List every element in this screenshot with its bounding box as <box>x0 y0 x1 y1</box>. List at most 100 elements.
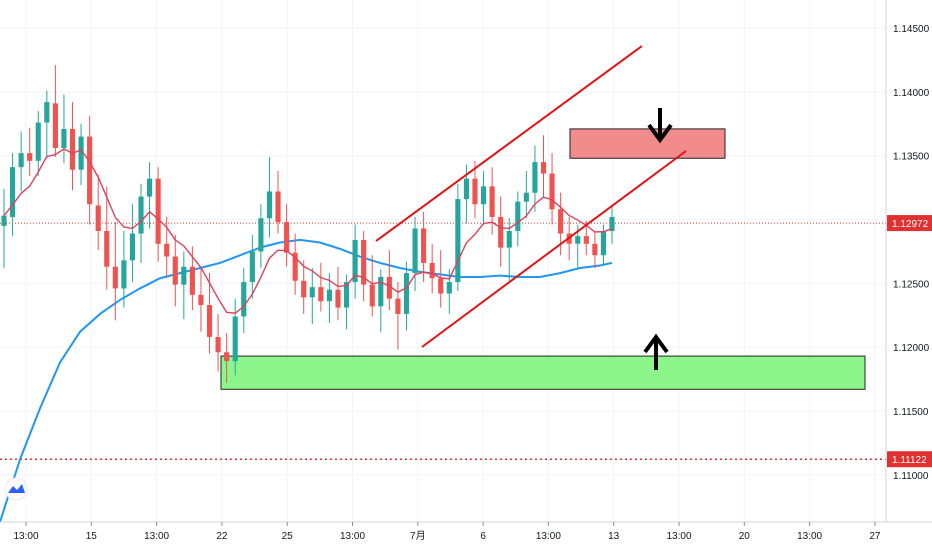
candle[interactable] <box>361 231 367 302</box>
candle[interactable] <box>386 250 392 311</box>
candle[interactable] <box>69 102 76 191</box>
candle-body <box>18 153 24 168</box>
candle-body <box>395 298 401 314</box>
arrow-down-icon[interactable] <box>647 108 673 144</box>
candle[interactable] <box>104 186 110 290</box>
candle[interactable] <box>121 231 127 308</box>
support-zone[interactable] <box>220 355 866 390</box>
candle[interactable] <box>403 261 410 331</box>
candle-body <box>155 178 161 244</box>
candle[interactable] <box>284 204 290 267</box>
candle-body <box>52 103 58 149</box>
candle-body <box>480 186 487 205</box>
candle[interactable] <box>95 174 101 251</box>
price-axis[interactable]: 1.145001.140001.135001.130001.125001.120… <box>885 0 930 522</box>
candle-body <box>523 192 529 202</box>
channel-upper-line[interactable] <box>375 45 643 242</box>
candle[interactable] <box>27 127 33 177</box>
candle[interactable] <box>172 234 178 307</box>
candle[interactable] <box>35 111 41 177</box>
candle[interactable] <box>515 191 521 247</box>
candle[interactable] <box>275 171 281 234</box>
candle[interactable] <box>215 313 221 372</box>
resistance-zone[interactable] <box>569 128 726 159</box>
candle[interactable] <box>318 262 324 312</box>
candle[interactable] <box>523 171 529 219</box>
candle[interactable] <box>549 153 555 225</box>
candle[interactable] <box>292 233 298 295</box>
ascending-channel[interactable] <box>375 45 687 348</box>
candle[interactable] <box>498 196 504 267</box>
candle-body <box>506 231 512 248</box>
candle[interactable] <box>480 171 487 225</box>
candle[interactable] <box>61 94 67 164</box>
candle[interactable] <box>335 266 341 321</box>
candle[interactable] <box>446 269 452 314</box>
candle[interactable] <box>1 188 7 269</box>
candle[interactable] <box>326 273 332 323</box>
candle[interactable] <box>9 153 16 237</box>
candle[interactable] <box>44 90 50 159</box>
candle[interactable] <box>78 123 84 186</box>
candle-body <box>44 102 50 123</box>
y-tick-label: 1.11500 <box>893 407 929 418</box>
candle[interactable] <box>352 224 358 299</box>
candle[interactable] <box>198 268 204 332</box>
x-tick-label: 22 <box>216 531 228 542</box>
candle-body <box>69 128 76 170</box>
candle-body <box>1 215 7 226</box>
candle[interactable] <box>472 160 478 219</box>
candle[interactable] <box>147 162 153 229</box>
candle[interactable] <box>309 268 315 325</box>
candle[interactable] <box>112 222 118 321</box>
candle[interactable] <box>438 250 444 308</box>
candle[interactable] <box>52 65 58 157</box>
candle[interactable] <box>489 167 495 235</box>
candle[interactable] <box>258 204 264 269</box>
candle[interactable] <box>609 204 615 244</box>
candle[interactable] <box>343 274 350 330</box>
candle[interactable] <box>583 220 589 256</box>
channel-lower-line[interactable] <box>421 150 687 348</box>
candle[interactable] <box>224 333 230 383</box>
candle[interactable] <box>429 243 435 294</box>
y-tick-label: 1.14500 <box>893 24 930 35</box>
candle[interactable] <box>18 131 24 192</box>
x-tick-label: 13:00 <box>536 531 561 542</box>
time-axis[interactable]: 13:00 15 13:00 22 25 13:00 7月 6 13:00 13 13:00 20 13… <box>0 521 932 542</box>
candle-body <box>206 305 213 337</box>
candle-body <box>429 262 435 279</box>
candle[interactable] <box>249 234 255 299</box>
y-tick-label: 1.11000 <box>893 471 929 482</box>
candle[interactable] <box>155 167 161 262</box>
candle[interactable] <box>395 282 401 350</box>
candle[interactable] <box>532 145 538 212</box>
candle[interactable] <box>181 251 187 320</box>
candle[interactable] <box>421 211 427 283</box>
candle-body <box>575 236 581 244</box>
candle[interactable] <box>129 204 136 283</box>
tradingview-logo-icon[interactable] <box>4 477 28 501</box>
candle[interactable] <box>455 183 461 291</box>
candle[interactable] <box>378 269 384 332</box>
candle[interactable] <box>369 255 375 317</box>
x-tick-label: 13:00 <box>340 531 365 542</box>
candle[interactable] <box>232 298 238 376</box>
candle[interactable] <box>138 183 144 263</box>
candle[interactable] <box>301 260 307 314</box>
candle[interactable] <box>540 135 547 197</box>
candle-body <box>583 236 589 244</box>
candle-body <box>112 266 118 289</box>
candle[interactable] <box>206 273 213 354</box>
candle[interactable] <box>592 231 598 269</box>
candle[interactable] <box>241 268 247 334</box>
candle-body <box>558 209 564 234</box>
candle-body <box>403 273 410 314</box>
candle-body <box>249 251 255 283</box>
candle[interactable] <box>87 116 93 225</box>
candle[interactable] <box>412 216 418 291</box>
candle[interactable] <box>266 156 273 238</box>
y-tick-label: 1.12500 <box>893 279 930 290</box>
arrow-up-icon[interactable] <box>643 333 669 370</box>
